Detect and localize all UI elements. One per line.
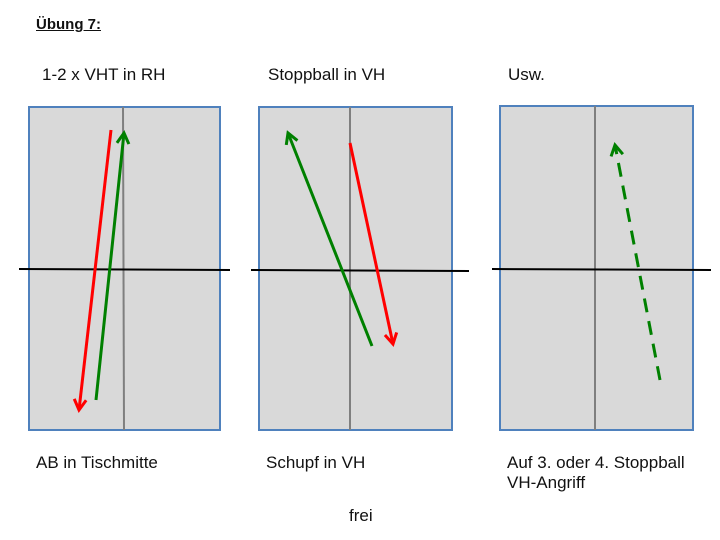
table-3-bottom-label-line2: VH-Angriff [507,473,586,492]
table-1-net [18,268,231,271]
red-arrow [72,129,113,414]
table-3-top-label: Usw. [508,65,545,84]
green-arrow [284,130,374,347]
table-2-bottom-label: Schupf in VH [266,453,366,472]
table-1-top-label: 1-2 x VHT in RH [42,65,166,84]
table-2 [250,106,470,431]
table-2-surface [258,106,453,431]
table-1-bottom-label: AB in Tischmitte [36,453,158,472]
green-arrow [94,129,131,401]
table-2-top-label: Stoppball in VH [268,65,386,84]
table-3 [491,105,712,431]
table-3-net [491,268,712,271]
red-arrow [348,142,399,347]
green-dashed-arrow [609,142,662,381]
table-3-bottom-label-line1: Auf 3. oder 4. Stoppball [507,453,685,472]
footer-label: frei [349,506,373,525]
table-2-net [250,269,470,272]
table-3-surface [499,105,694,431]
table-1 [18,106,231,431]
exercise-title: Übung 7: [36,16,101,33]
